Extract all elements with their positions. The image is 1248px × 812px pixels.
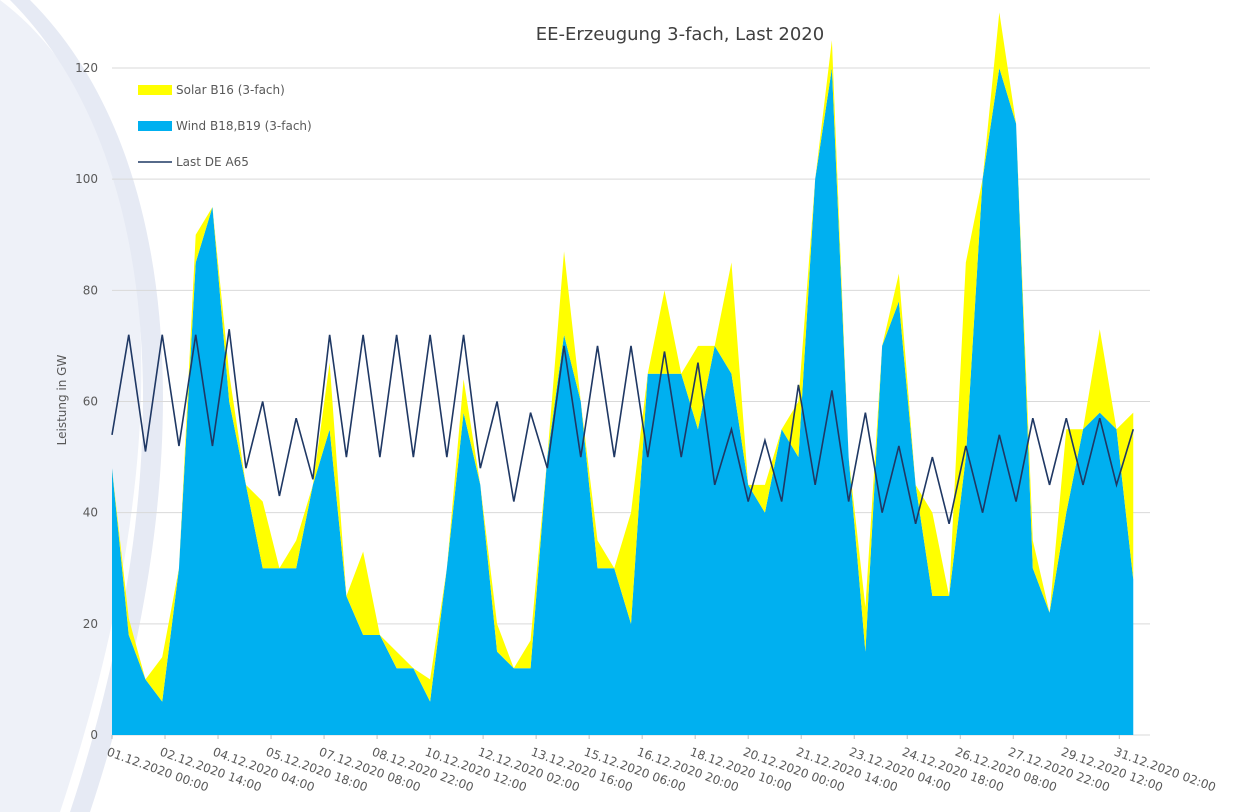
y-tick-label: 0 [90, 728, 98, 742]
legend-label: Last DE A65 [176, 155, 249, 169]
y-tick-label: 100 [75, 172, 98, 186]
legend-label: Solar B16 (3-fach) [176, 83, 285, 97]
decoration [0, 0, 142, 812]
area [112, 12, 1134, 702]
area [112, 68, 1134, 735]
chart-title: EE-Erzeugung 3-fach, Last 2020 [536, 24, 824, 45]
y-tick-label: 80 [83, 283, 98, 297]
y-tick-label: 40 [83, 506, 98, 520]
legend-swatch [138, 85, 172, 95]
y-tick-label: 120 [75, 61, 98, 75]
line [111, 329, 1135, 524]
y-axis-label: Leistung in GW [55, 355, 69, 446]
y-tick-label: 60 [83, 395, 98, 409]
legend-swatch [138, 121, 172, 131]
y-tick-label: 20 [83, 617, 98, 631]
legend-label: Wind B18,B19 (3-fach) [176, 119, 312, 133]
